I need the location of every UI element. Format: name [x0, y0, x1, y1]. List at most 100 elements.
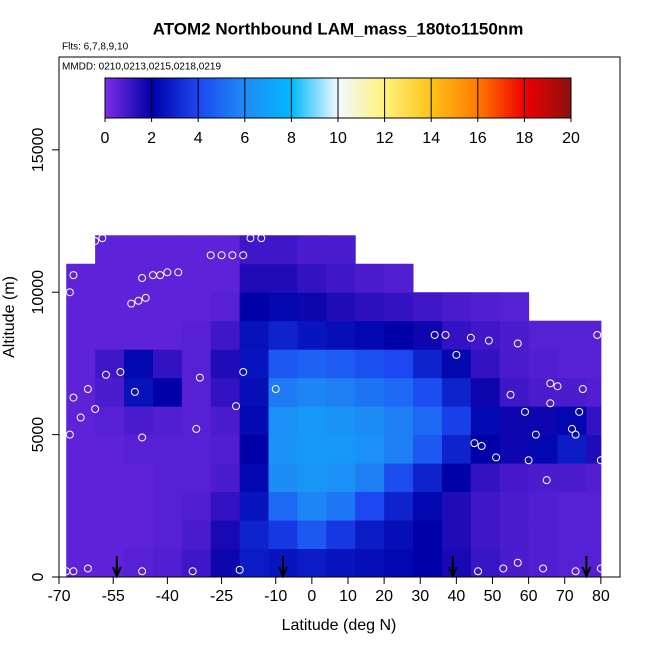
heat-cell	[470, 377, 501, 407]
heat-cell	[152, 434, 183, 464]
heat-cell	[297, 434, 327, 464]
sample-point	[531, 430, 540, 439]
sample-point	[239, 367, 248, 376]
heat-cell	[239, 491, 270, 521]
heat-cell	[557, 463, 587, 493]
heat-cell	[326, 320, 356, 350]
heat-cell	[384, 520, 414, 550]
x-tick-label: 70	[556, 588, 574, 605]
heat-cell	[95, 434, 125, 464]
sample-point	[506, 390, 515, 399]
x-tick-label: 50	[484, 588, 502, 605]
heat-cell	[528, 320, 559, 350]
heat-cell	[441, 434, 472, 464]
sample-point	[163, 268, 172, 277]
x-tick-label: -10	[264, 588, 287, 605]
heat-cell	[326, 349, 356, 379]
heat-cell	[355, 292, 385, 322]
heat-cell	[384, 320, 414, 350]
colorbar-tick-label: 8	[287, 130, 296, 147]
heat-cell	[95, 263, 125, 293]
chart-title: ATOM2 Northbound LAM_mass_180to1150nm	[153, 19, 524, 38]
heat-cell	[66, 292, 96, 322]
heat-cell	[470, 548, 501, 578]
heat-cell	[95, 377, 125, 407]
sample-point	[83, 564, 92, 573]
heat-cell	[586, 406, 602, 436]
sample-point	[553, 382, 562, 391]
colorbar-tick-label: 4	[194, 130, 203, 147]
heat-cell	[95, 292, 125, 322]
heat-cell	[181, 292, 212, 322]
heat-cell	[124, 520, 154, 550]
heat-cell	[66, 320, 96, 350]
heat-cell	[297, 463, 327, 493]
heat-cell	[124, 491, 154, 521]
heat-cell	[557, 320, 587, 350]
heat-cell	[268, 434, 298, 464]
heat-cell	[470, 320, 501, 350]
heat-cell	[384, 491, 414, 521]
heat-cell	[152, 520, 183, 550]
x-tick-label: 30	[411, 588, 429, 605]
heat-cell	[326, 548, 356, 578]
sample-point	[513, 558, 522, 567]
sample-point	[257, 234, 266, 243]
sample-point	[484, 336, 493, 345]
sample-point	[188, 567, 197, 576]
heat-cell	[268, 320, 298, 350]
sample-point	[596, 564, 605, 573]
arrow-head	[278, 566, 288, 579]
heat-cell	[268, 406, 298, 436]
heat-cell	[181, 520, 212, 550]
sample-point	[575, 407, 584, 416]
colorbar-tick-label: 20	[562, 130, 580, 147]
heat-cell	[528, 520, 559, 550]
sample-point	[452, 350, 461, 359]
heat-cell	[528, 434, 559, 464]
heat-cell	[355, 463, 385, 493]
heat-cell	[66, 491, 96, 521]
heat-cell	[239, 263, 270, 293]
heat-cell	[355, 520, 385, 550]
sample-point	[571, 430, 580, 439]
heat-cell	[297, 320, 327, 350]
heat-cell	[413, 320, 443, 350]
heat-cell	[326, 292, 356, 322]
heat-cell	[297, 235, 327, 265]
sample-point	[567, 424, 576, 433]
colorbar-tick-label: 0	[101, 130, 110, 147]
x-tick-label: -55	[102, 588, 125, 605]
heat-cell	[326, 406, 356, 436]
heat-cell	[95, 463, 125, 493]
heat-cell	[239, 434, 270, 464]
heat-cell	[413, 520, 443, 550]
heat-cell	[355, 320, 385, 350]
heat-cell	[66, 463, 96, 493]
sample-point	[130, 387, 139, 396]
heat-cell	[152, 235, 183, 265]
sample-point	[195, 373, 204, 382]
heat-cell	[384, 263, 414, 293]
heat-cell	[268, 235, 298, 265]
heat-cell	[268, 292, 298, 322]
heat-cell	[355, 263, 385, 293]
sample-point	[69, 393, 78, 402]
arrow-head	[111, 566, 122, 579]
heat-cell	[210, 463, 241, 493]
heat-cell	[326, 520, 356, 550]
heat-cell	[557, 406, 587, 436]
arrow	[111, 556, 122, 579]
heat-cell	[441, 406, 472, 436]
heat-cell	[297, 520, 327, 550]
y-tick-label: 15000	[30, 127, 47, 172]
heat-cell	[210, 377, 241, 407]
heat-cell	[210, 491, 241, 521]
sample-point	[206, 251, 215, 260]
heat-cell	[384, 349, 414, 379]
heat-cell	[181, 263, 212, 293]
sample-point	[91, 404, 100, 413]
heat-cell	[326, 263, 356, 293]
heat-cell	[210, 434, 241, 464]
